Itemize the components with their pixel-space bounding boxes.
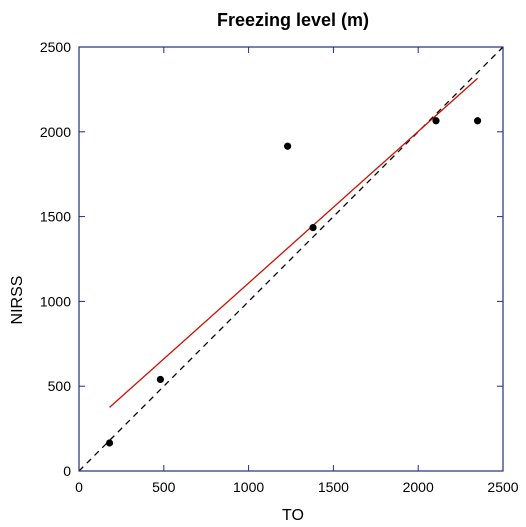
y-axis-ticks: 0 500 1000 1500 2000 2500 (40, 39, 503, 479)
chart-title: Freezing level (m) (217, 10, 369, 30)
x-axis-ticks: 0 500 1000 1500 2000 2500 (75, 47, 519, 495)
x-tick-label: 500 (152, 479, 176, 495)
regression-fit-line (109, 77, 478, 408)
data-point (309, 224, 317, 232)
one-to-one-reference-line (78, 46, 504, 472)
data-point (432, 117, 440, 125)
data-point (156, 375, 165, 384)
y-tick-label: 1500 (40, 209, 71, 225)
plot-frame (78, 46, 504, 472)
x-tick-label: 2000 (403, 479, 434, 495)
y-axis-label: NIRSS (9, 276, 26, 325)
x-tick-label: 1000 (233, 479, 264, 495)
x-tick-label: 2500 (487, 479, 518, 495)
y-tick-label: 2500 (40, 39, 71, 55)
x-tick-label: 1500 (318, 479, 349, 495)
y-tick-label: 500 (48, 378, 72, 394)
x-axis-label: TO (282, 507, 304, 524)
plot-area (78, 46, 504, 472)
data-point (105, 439, 114, 447)
y-tick-label: 0 (63, 463, 71, 479)
y-tick-label: 1000 (40, 293, 71, 309)
data-point (473, 117, 482, 125)
data-point (284, 142, 292, 150)
x-tick-label: 0 (75, 479, 83, 495)
y-tick-label: 2000 (40, 124, 71, 140)
